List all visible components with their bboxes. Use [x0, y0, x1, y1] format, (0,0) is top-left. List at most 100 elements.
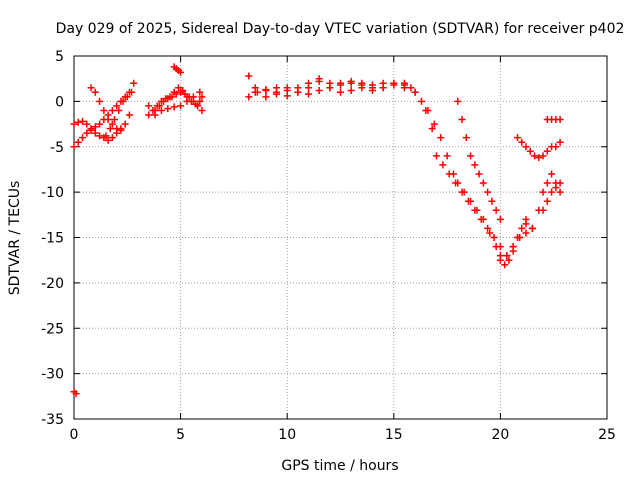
data-point	[535, 154, 543, 162]
data-point	[87, 125, 95, 133]
data-point	[104, 116, 112, 124]
data-point	[503, 252, 511, 260]
data-point	[83, 129, 91, 137]
data-point	[91, 88, 99, 96]
x-tick-label: 25	[598, 427, 616, 443]
data-point	[96, 97, 104, 105]
data-points	[70, 63, 564, 398]
data-point	[70, 143, 78, 151]
data-point	[245, 72, 253, 80]
data-point	[262, 93, 270, 101]
series-sat-s	[543, 116, 564, 124]
data-point	[548, 188, 556, 196]
series-sat-h	[170, 63, 185, 76]
data-point	[305, 84, 313, 92]
data-point	[556, 138, 564, 146]
data-point	[379, 84, 387, 92]
data-point	[543, 197, 551, 205]
data-point	[531, 152, 539, 160]
series-sat-r	[539, 179, 564, 214]
series-sat-g	[151, 88, 206, 114]
data-point	[145, 102, 153, 110]
data-point	[96, 120, 104, 128]
data-point	[539, 188, 547, 196]
axis-ticks: 0 5 10 15 20 25 5 0 -5 -10 -15 -20 -25 -30 -35	[41, 49, 616, 443]
data-point	[177, 88, 185, 96]
data-point	[79, 117, 87, 125]
data-point	[452, 179, 460, 187]
series-sat-o	[496, 220, 530, 264]
data-point	[174, 84, 182, 92]
data-point	[113, 125, 121, 133]
data-point	[358, 81, 366, 89]
x-tick-label: 0	[70, 427, 79, 443]
data-point	[315, 86, 323, 94]
data-point	[91, 129, 99, 137]
data-point	[83, 120, 91, 128]
data-point	[477, 215, 485, 223]
data-point	[113, 102, 121, 110]
data-point	[74, 138, 82, 146]
data-point	[151, 106, 159, 114]
y-tick-label: -5	[50, 140, 64, 156]
data-point	[543, 179, 551, 187]
data-point	[108, 134, 116, 142]
data-point	[407, 84, 415, 92]
data-point	[464, 197, 472, 205]
data-point	[96, 132, 104, 140]
data-point	[102, 132, 110, 140]
y-tick-label: 5	[55, 49, 64, 65]
data-point	[108, 106, 116, 114]
data-point	[490, 234, 498, 241]
data-point	[198, 106, 206, 114]
y-tick-label: -15	[41, 231, 64, 247]
data-point	[548, 170, 556, 178]
data-point	[106, 125, 114, 133]
data-point	[160, 97, 168, 105]
data-point	[196, 97, 204, 105]
data-point	[432, 152, 440, 160]
data-point	[194, 102, 202, 110]
data-point	[326, 84, 334, 92]
data-point	[145, 111, 153, 119]
data-point	[471, 161, 479, 169]
data-point	[315, 75, 323, 83]
data-point	[439, 161, 447, 169]
data-point	[475, 170, 483, 178]
data-point	[183, 97, 191, 105]
data-point	[543, 147, 551, 155]
data-point	[505, 256, 513, 264]
series-sat-q	[528, 170, 564, 232]
data-point	[484, 224, 492, 232]
y-tick-label: -10	[41, 185, 64, 201]
data-point	[181, 90, 189, 98]
data-point	[117, 126, 125, 134]
data-point	[486, 229, 494, 237]
data-point	[347, 77, 355, 85]
data-point	[552, 179, 560, 187]
series-sat-c	[87, 84, 133, 134]
x-axis-label: GPS time / hours	[281, 458, 398, 474]
data-point	[189, 97, 197, 105]
data-point	[108, 120, 116, 128]
x-tick-label: 15	[385, 427, 403, 443]
series-sat-t	[70, 388, 80, 398]
data-point	[400, 79, 408, 87]
data-point	[471, 206, 479, 214]
data-point	[121, 120, 129, 128]
data-point	[518, 224, 526, 232]
chart-title: Day 029 of 2025, Sidereal Day-to-day VTE…	[56, 21, 625, 37]
data-point	[155, 102, 163, 110]
data-point	[458, 116, 466, 124]
data-point	[488, 197, 496, 205]
series-sat-j	[245, 72, 419, 101]
data-point	[479, 179, 487, 187]
data-point	[437, 134, 445, 142]
data-point	[273, 84, 281, 92]
data-point	[251, 88, 259, 96]
data-point	[509, 243, 517, 251]
data-point	[484, 188, 492, 196]
data-point	[528, 224, 536, 232]
data-point	[123, 93, 131, 101]
